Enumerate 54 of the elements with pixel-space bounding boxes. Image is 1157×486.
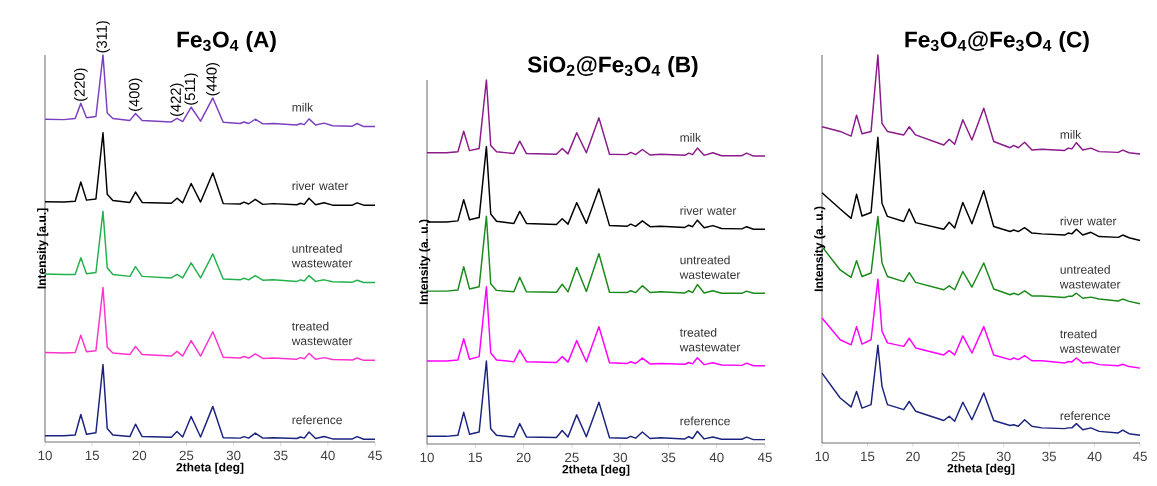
x-tick-label: 25 [565, 452, 579, 463]
x-tick-label: 45 [757, 452, 772, 463]
x-tick-label: 10 [38, 450, 52, 461]
y-axis-title: Intensity [a.u.] [37, 208, 49, 289]
x-axis-title: 2theta [deg] [176, 462, 244, 474]
series-label: river water [1060, 216, 1117, 226]
series-label: milk [292, 102, 314, 112]
chart-title: SiO$_{2}$@Fe$_{3}$O$_{4}$ (B) [527, 55, 698, 78]
series-label: untreated wastewater [291, 243, 353, 268]
x-tick-label: 35 [1042, 451, 1057, 462]
x-tick-label: 25 [179, 450, 194, 461]
x-tick-label: 45 [1132, 451, 1147, 462]
series-label: reference [1060, 411, 1110, 421]
x-tick-label: 35 [661, 452, 676, 463]
chart-title: Fe$_{3}$O$_{4}$@Fe$_{3}$O$_{4}$ (C) [905, 30, 1089, 53]
series-label: treated wastewater [679, 327, 741, 352]
x-tick-label: 15 [468, 452, 483, 463]
x-tick-label: 20 [906, 451, 920, 462]
x-tick-label: 20 [132, 450, 147, 461]
x-tick-label: 10 [420, 452, 434, 463]
x-tick-label: 45 [367, 450, 382, 461]
annotation: (440) [206, 63, 220, 96]
annotation: (220) [74, 68, 88, 101]
x-tick-label: 20 [516, 452, 531, 463]
chart-title: Fe$_{3}$O$_{4}$ (A) [177, 30, 276, 53]
x-tick-label: 40 [1087, 451, 1102, 462]
annotation: (400) [128, 78, 143, 111]
x-axis-title: 2theta [deg] [947, 463, 1015, 475]
x-tick-label: 30 [996, 451, 1011, 462]
x-tick-label: 15 [85, 450, 99, 461]
y-axis-title: Intensity (a. u.) [814, 206, 826, 292]
y-axis-title: Intensity (a. u.) [419, 219, 431, 305]
x-tick-label: 10 [815, 451, 829, 462]
annotation: (511) [184, 73, 198, 105]
series-label: reference [292, 415, 342, 425]
annotation: (311) [96, 21, 110, 53]
x-tick-label: 40 [320, 450, 335, 461]
x-tick-label: 30 [613, 452, 628, 463]
series-label: river water [680, 206, 737, 215]
series-label: treated wastewater [291, 321, 353, 346]
x-axis-title: 2theta [deg] [562, 464, 630, 476]
series-label: reference [680, 416, 730, 426]
x-tick-label: 15 [861, 451, 875, 462]
series-label: milk [1060, 130, 1082, 139]
x-tick-label: 30 [226, 450, 241, 461]
x-tick-label: 40 [709, 452, 724, 463]
x-tick-label: 25 [951, 451, 966, 462]
x-tick-label: 35 [273, 450, 288, 461]
series-label: milk [680, 133, 702, 142]
series-label: river water [292, 181, 349, 191]
series-label: untreated wastewater [679, 255, 741, 279]
annotation: (422) [170, 83, 184, 116]
series-label: untreated wastewater [1059, 265, 1121, 289]
series-label: treated wastewater [1059, 329, 1121, 353]
